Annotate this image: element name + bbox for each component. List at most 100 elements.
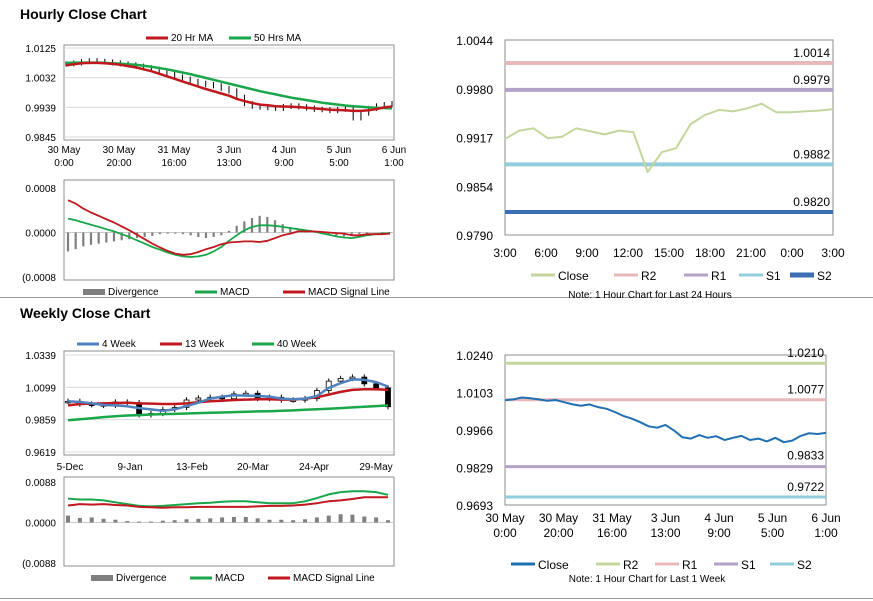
weekly-levels-close-line bbox=[504, 396, 827, 444]
hourly-levels-y-tick: 0.9980 bbox=[456, 83, 493, 97]
weekly-divergence-bar bbox=[160, 520, 165, 523]
hourly-legend-signal-label: MACD Signal Line bbox=[308, 287, 390, 298]
weekly-price-y-tick: 1.0099 bbox=[25, 383, 56, 394]
weekly-legend-divergence-swatch bbox=[91, 575, 113, 581]
weekly-legend-macd-label: MACD bbox=[215, 573, 244, 584]
hourly-levels-x-tick: 3:00 bbox=[493, 246, 517, 260]
weekly-40w-line bbox=[67, 404, 389, 422]
weekly-divergence-bar bbox=[220, 517, 225, 523]
weekly-levels-x-tick: 30 May bbox=[539, 511, 578, 525]
hourly-price-x-tick: 30 May bbox=[103, 145, 136, 156]
hourly-levels-x-tick: 0:00 bbox=[780, 246, 804, 260]
hourly-levels-y-tick: 1.0044 bbox=[456, 34, 493, 48]
weekly-levels-frame bbox=[504, 354, 827, 506]
weekly-divergence-bar bbox=[279, 519, 284, 523]
bottom-divider bbox=[0, 598, 873, 599]
weekly-levels-x-tick: 5:00 bbox=[761, 526, 785, 540]
section-divider bbox=[0, 297, 873, 298]
hourly-level-s1-label: 0.9882 bbox=[793, 147, 830, 161]
weekly-levels-x-tick: 31 May bbox=[592, 511, 631, 525]
weekly-candle-body bbox=[195, 397, 202, 401]
weekly-divergence-bar bbox=[243, 516, 248, 523]
weekly-4w-line bbox=[67, 378, 389, 413]
weekly-legend-13week-label: 13 Week bbox=[185, 339, 225, 350]
hourly-ma20-line bbox=[65, 61, 393, 113]
weekly-macd-frame bbox=[63, 476, 395, 567]
hourly-macd-line bbox=[67, 217, 391, 258]
hourly-macd-y-tick: 0.0000 bbox=[25, 229, 56, 240]
weekly-price-x-tick: 9-Jan bbox=[117, 462, 142, 473]
weekly-levels-y-tick: 0.9966 bbox=[456, 424, 493, 438]
weekly-divergence-bar bbox=[231, 516, 236, 523]
weekly-levels-x-tick: 4 Jun bbox=[704, 511, 733, 525]
hourly-section-title: Hourly Close Chart bbox=[20, 6, 147, 22]
weekly-level-s1-label: 0.9833 bbox=[787, 449, 824, 463]
weekly-candle-body bbox=[385, 387, 391, 408]
hourly-price-x-tick: 4 Jun bbox=[272, 145, 296, 156]
weekly-divergence-bar bbox=[77, 517, 82, 523]
hourly-legend-macd-label: MACD bbox=[220, 287, 249, 298]
weekly-divergence-bar bbox=[113, 519, 118, 523]
weekly-levels-x-tick: 13:00 bbox=[650, 526, 680, 540]
weekly-price-x-tick: 5-Dec bbox=[57, 462, 84, 473]
weekly-price-x-tick: 29-May bbox=[359, 462, 392, 473]
hourly-price-y-tick: 0.9845 bbox=[25, 133, 56, 144]
weekly-divergence-bar bbox=[350, 514, 355, 523]
weekly-levels-x-tick: 5 Jun bbox=[758, 511, 787, 525]
hourly-price-x-tick: 6 Jun bbox=[382, 145, 406, 156]
weekly-13w-line bbox=[67, 387, 389, 407]
hourly-levels-legend-label: R1 bbox=[711, 269, 727, 283]
weekly-price-x-tick: 20-Mar bbox=[237, 462, 269, 473]
weekly-levels-note: Note: 1 Hour Chart for Last 1 Week bbox=[569, 574, 727, 585]
weekly-divergence-bar bbox=[125, 521, 130, 523]
weekly-divergence-bar bbox=[196, 518, 201, 523]
hourly-legend-ma20-label: 20 Hr MA bbox=[171, 33, 214, 44]
hourly-price-x-tick: 9:00 bbox=[274, 158, 294, 169]
hourly-signal-line bbox=[67, 199, 391, 256]
weekly-price-x-tick: 24-Apr bbox=[299, 462, 330, 473]
hourly-price-x-tick: 13:00 bbox=[216, 158, 241, 169]
hourly-price-x-tick: 5 Jun bbox=[327, 145, 351, 156]
weekly-levels-y-tick: 0.9693 bbox=[456, 499, 493, 513]
hourly-price-x-tick: 5:00 bbox=[329, 158, 349, 169]
weekly-divergence-bar bbox=[314, 517, 319, 523]
weekly-divergence-bar bbox=[89, 517, 94, 523]
hourly-price-x-tick: 31 May bbox=[158, 145, 191, 156]
hourly-levels-close-line bbox=[504, 102, 834, 173]
hourly-levels-y-tick: 0.9790 bbox=[456, 229, 493, 243]
weekly-levels-legend-label: S2 bbox=[797, 558, 812, 572]
weekly-levels-x-tick: 9:00 bbox=[707, 526, 731, 540]
hourly-levels-frame bbox=[504, 39, 834, 236]
weekly-levels-legend-label: R1 bbox=[682, 558, 698, 572]
weekly-divergence-bar bbox=[148, 521, 153, 523]
weekly-divergence-bar bbox=[101, 518, 106, 523]
hourly-price-x-tick: 16:00 bbox=[161, 158, 186, 169]
weekly-macd-y-tick: (0.0088 bbox=[22, 559, 56, 570]
weekly-divergence-bar bbox=[267, 519, 272, 523]
weekly-legend-divergence-label: Divergence bbox=[116, 573, 167, 584]
hourly-levels-x-tick: 21:00 bbox=[736, 246, 766, 260]
weekly-levels-x-tick: 20:00 bbox=[543, 526, 573, 540]
weekly-price-frame bbox=[63, 350, 395, 456]
weekly-divergence-bar bbox=[184, 519, 189, 523]
hourly-levels-x-tick: 6:00 bbox=[534, 246, 558, 260]
weekly-divergence-bar bbox=[303, 519, 308, 523]
hourly-level-s2-label: 0.9820 bbox=[793, 195, 830, 209]
hourly-levels-x-tick: 9:00 bbox=[575, 246, 599, 260]
weekly-legend-4week-label: 4 Week bbox=[102, 339, 137, 350]
hourly-levels-x-tick: 12:00 bbox=[613, 246, 643, 260]
weekly-divergence-bar bbox=[291, 520, 296, 523]
hourly-level-r2-label: 1.0014 bbox=[793, 46, 830, 60]
hourly-legend-divergence-label: Divergence bbox=[108, 287, 159, 298]
weekly-candle-body bbox=[373, 383, 380, 389]
weekly-price-y-tick: 0.9619 bbox=[25, 448, 56, 459]
weekly-price-y-tick: 0.9859 bbox=[25, 416, 56, 427]
weekly-macd-y-tick: 0.0000 bbox=[25, 519, 56, 530]
hourly-price-y-tick: 1.0032 bbox=[25, 74, 56, 85]
weekly-divergence-bar bbox=[66, 515, 70, 523]
weekly-level-r2-label: 1.0210 bbox=[787, 346, 824, 360]
hourly-levels-x-tick: 18:00 bbox=[695, 246, 725, 260]
weekly-levels-x-tick: 0:00 bbox=[493, 526, 517, 540]
hourly-price-x-tick: 20:00 bbox=[106, 158, 131, 169]
